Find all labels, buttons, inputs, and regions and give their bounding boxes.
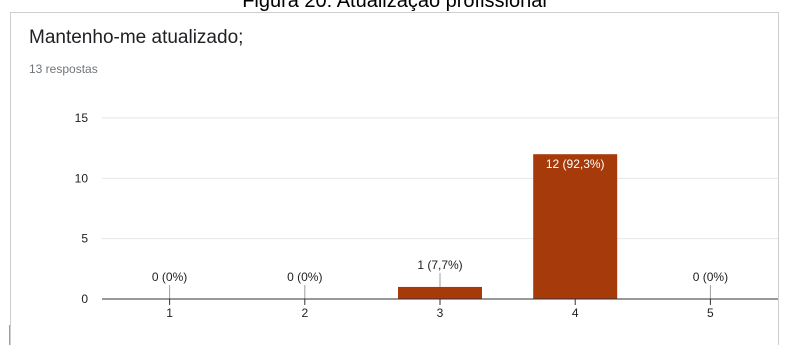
y-tick-label: 15 (75, 111, 89, 125)
data-label: 1 (7,7%) (417, 258, 462, 272)
card-edge-mark (9, 325, 10, 345)
data-label: 0 (0%) (152, 270, 187, 284)
y-tick-label: 0 (81, 292, 88, 306)
bar (398, 286, 482, 299)
responses-count: 13 respostas (29, 62, 98, 76)
x-tick-label: 2 (301, 306, 308, 320)
y-tick-label: 10 (75, 171, 89, 185)
x-tick-label: 4 (572, 306, 579, 320)
x-tick-label: 1 (166, 306, 173, 320)
bar (533, 154, 618, 299)
data-label: 12 (92,3%) (546, 157, 605, 171)
question-title: Mantenho-me atualizado; (29, 27, 244, 48)
figure-caption: Figura 20: Atualização profissional (242, 0, 547, 12)
x-tick-label: 5 (707, 306, 714, 320)
data-label: 0 (0%) (693, 270, 728, 284)
x-tick-label: 3 (437, 306, 444, 320)
y-tick-label: 5 (81, 232, 88, 246)
data-label: 0 (0%) (287, 270, 322, 284)
